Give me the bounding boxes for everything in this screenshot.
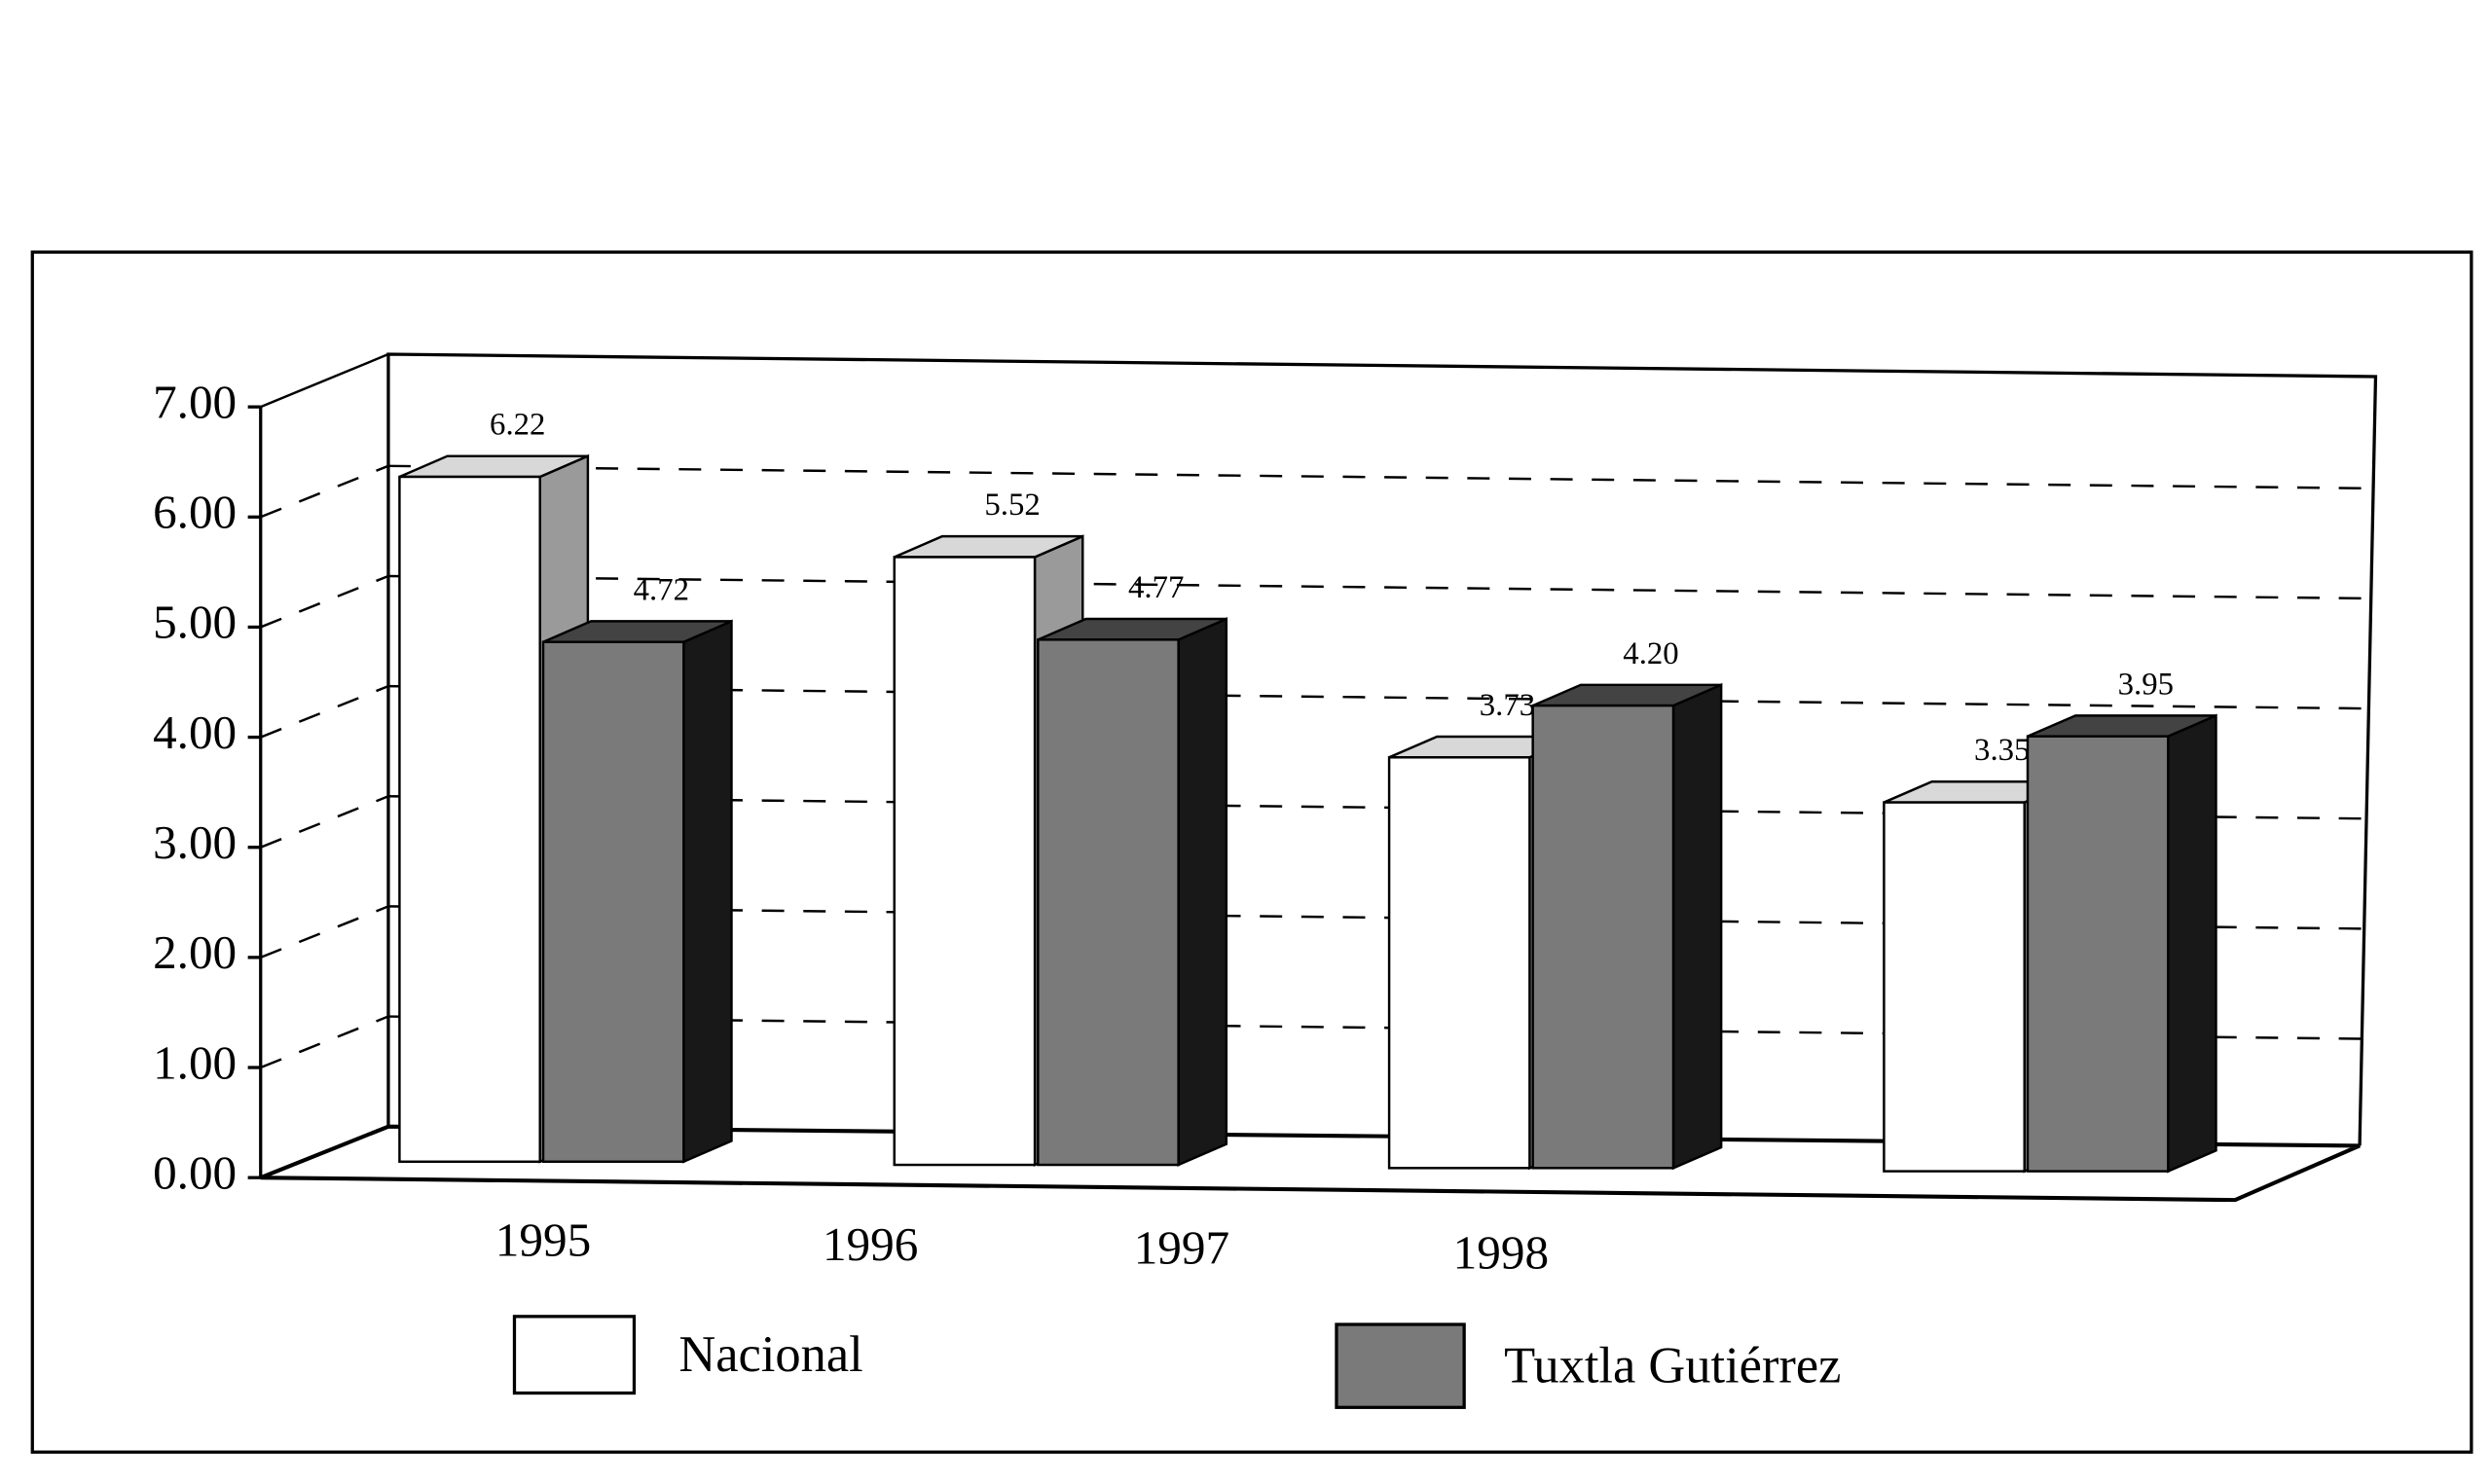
back-wall <box>386 352 2378 1146</box>
bar-side <box>2167 713 2217 1174</box>
x-tick-label: 1995 <box>495 1213 591 1266</box>
value-label: 6.22 <box>490 408 545 443</box>
bar <box>1883 801 2026 1173</box>
value-label: 3.73 <box>1480 688 1535 723</box>
x-tick-label: 1996 <box>823 1217 918 1271</box>
bar <box>1037 638 1180 1167</box>
bar <box>1531 704 1675 1170</box>
floor <box>259 1124 2361 1203</box>
bar-side <box>1671 682 1723 1171</box>
x-tick-label: 1997 <box>1134 1221 1229 1275</box>
x-tick-label: 1998 <box>1453 1225 1549 1279</box>
legend-swatch <box>512 1315 637 1395</box>
bar <box>2026 735 2170 1173</box>
chart-frame <box>30 250 2473 1454</box>
grid-line <box>260 684 389 739</box>
value-label: 3.95 <box>2118 667 2174 702</box>
value-label: 5.52 <box>984 488 1040 523</box>
bar-side <box>1177 617 1228 1167</box>
y-tick-label: 7.00 <box>153 375 237 428</box>
y-tick-label: 6.00 <box>153 486 237 539</box>
y-tick-label: 0.00 <box>153 1145 237 1199</box>
grid-line <box>260 905 389 959</box>
value-label: 4.72 <box>634 572 689 607</box>
grid-line <box>387 464 2363 490</box>
legend-swatch <box>1335 1322 1466 1409</box>
bar-side <box>682 619 733 1164</box>
y-tick-label: 1.00 <box>153 1035 237 1089</box>
value-label: 4.20 <box>1623 636 1678 671</box>
bar <box>398 475 541 1163</box>
grid-line <box>260 464 389 519</box>
bar <box>893 556 1037 1167</box>
value-label: 4.77 <box>1128 570 1184 605</box>
y-tick-label: 4.00 <box>153 706 237 759</box>
bar <box>1387 756 1531 1170</box>
y-tick-label: 3.00 <box>153 815 237 869</box>
y-tick-label: 2.00 <box>153 925 237 979</box>
bar <box>541 640 685 1163</box>
y-tick-label: 5.00 <box>153 596 237 649</box>
grid-line <box>260 795 389 849</box>
legend-label: Tuxtla Gutiérrez <box>1504 1338 1841 1394</box>
left-wall-top <box>260 352 389 409</box>
legend-label: Nacional <box>678 1326 862 1383</box>
grid-line <box>260 1015 389 1069</box>
value-label: 3.35 <box>1974 733 2030 768</box>
grid-line <box>260 574 389 629</box>
